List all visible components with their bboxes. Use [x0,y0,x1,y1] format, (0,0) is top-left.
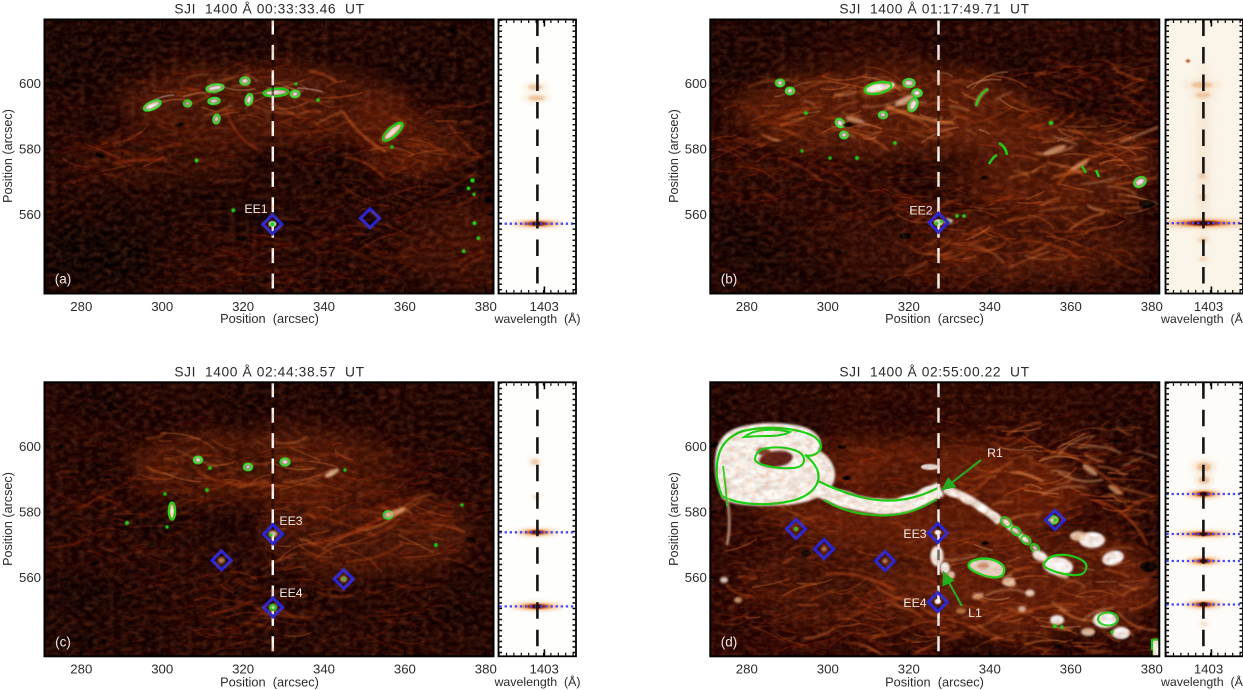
svg-text:580: 580 [19,142,41,157]
svg-text:SJI 1400 Å 02:55:00.22 UT: SJI 1400 Å 02:55:00.22 UT [839,363,1029,379]
svg-text:360: 360 [1060,661,1082,676]
svg-text:580: 580 [685,505,707,520]
svg-text:Position (arcsec): Position (arcsec) [885,311,984,326]
svg-text:560: 560 [685,570,707,585]
svg-text:340: 340 [313,661,335,676]
svg-text:Position (arcsec): Position (arcsec) [1,109,15,203]
svg-text:1403: 1403 [530,661,559,676]
svg-text:1403: 1403 [1194,299,1223,314]
svg-text:wavelength (Å): wavelength (Å) [1160,674,1243,689]
svg-text:340: 340 [979,299,1001,314]
svg-text:280: 280 [736,299,758,314]
svg-text:SJI 1400 Å 00:33:33.46 UT: SJI 1400 Å 00:33:33.46 UT [174,1,364,17]
svg-text:360: 360 [1060,299,1082,314]
svg-text:340: 340 [313,299,335,314]
svg-text:Position (arcsec): Position (arcsec) [667,109,681,203]
svg-text:Position (arcsec): Position (arcsec) [667,472,681,566]
svg-text:300: 300 [151,299,173,314]
svg-text:320: 320 [232,661,254,676]
svg-text:380: 380 [475,661,497,676]
svg-text:wavelength (Å): wavelength (Å) [493,311,580,326]
svg-text:1403: 1403 [530,299,559,314]
svg-text:380: 380 [475,299,497,314]
svg-text:600: 600 [685,76,707,91]
svg-text:560: 560 [19,207,41,222]
svg-text:SJI 1400 Å 02:44:38.57 UT: SJI 1400 Å 02:44:38.57 UT [174,363,364,379]
svg-text:360: 360 [394,661,416,676]
svg-text:320: 320 [232,299,254,314]
svg-text:280: 280 [70,299,92,314]
svg-text:Position (arcsec): Position (arcsec) [220,674,319,689]
svg-text:wavelength (Å): wavelength (Å) [1160,311,1243,326]
svg-text:wavelength (Å): wavelength (Å) [493,674,580,689]
svg-text:340: 340 [979,661,1001,676]
svg-text:560: 560 [19,570,41,585]
svg-text:600: 600 [19,76,41,91]
svg-text:380: 380 [1141,299,1163,314]
svg-text:Position (arcsec): Position (arcsec) [220,311,319,326]
svg-text:Position (arcsec): Position (arcsec) [885,674,984,689]
svg-text:300: 300 [817,299,839,314]
svg-text:SJI 1400 Å 01:17:49.71 UT: SJI 1400 Å 01:17:49.71 UT [839,1,1029,17]
svg-text:580: 580 [685,142,707,157]
svg-text:600: 600 [19,439,41,454]
svg-text:280: 280 [736,661,758,676]
svg-text:600: 600 [685,439,707,454]
svg-text:280: 280 [70,661,92,676]
svg-text:320: 320 [898,299,920,314]
svg-text:360: 360 [394,299,416,314]
svg-text:320: 320 [898,661,920,676]
svg-text:380: 380 [1141,661,1163,676]
svg-text:300: 300 [151,661,173,676]
svg-text:Position (arcsec): Position (arcsec) [1,472,15,566]
svg-text:300: 300 [817,661,839,676]
svg-text:580: 580 [19,505,41,520]
svg-text:560: 560 [685,207,707,222]
svg-text:1403: 1403 [1194,661,1223,676]
